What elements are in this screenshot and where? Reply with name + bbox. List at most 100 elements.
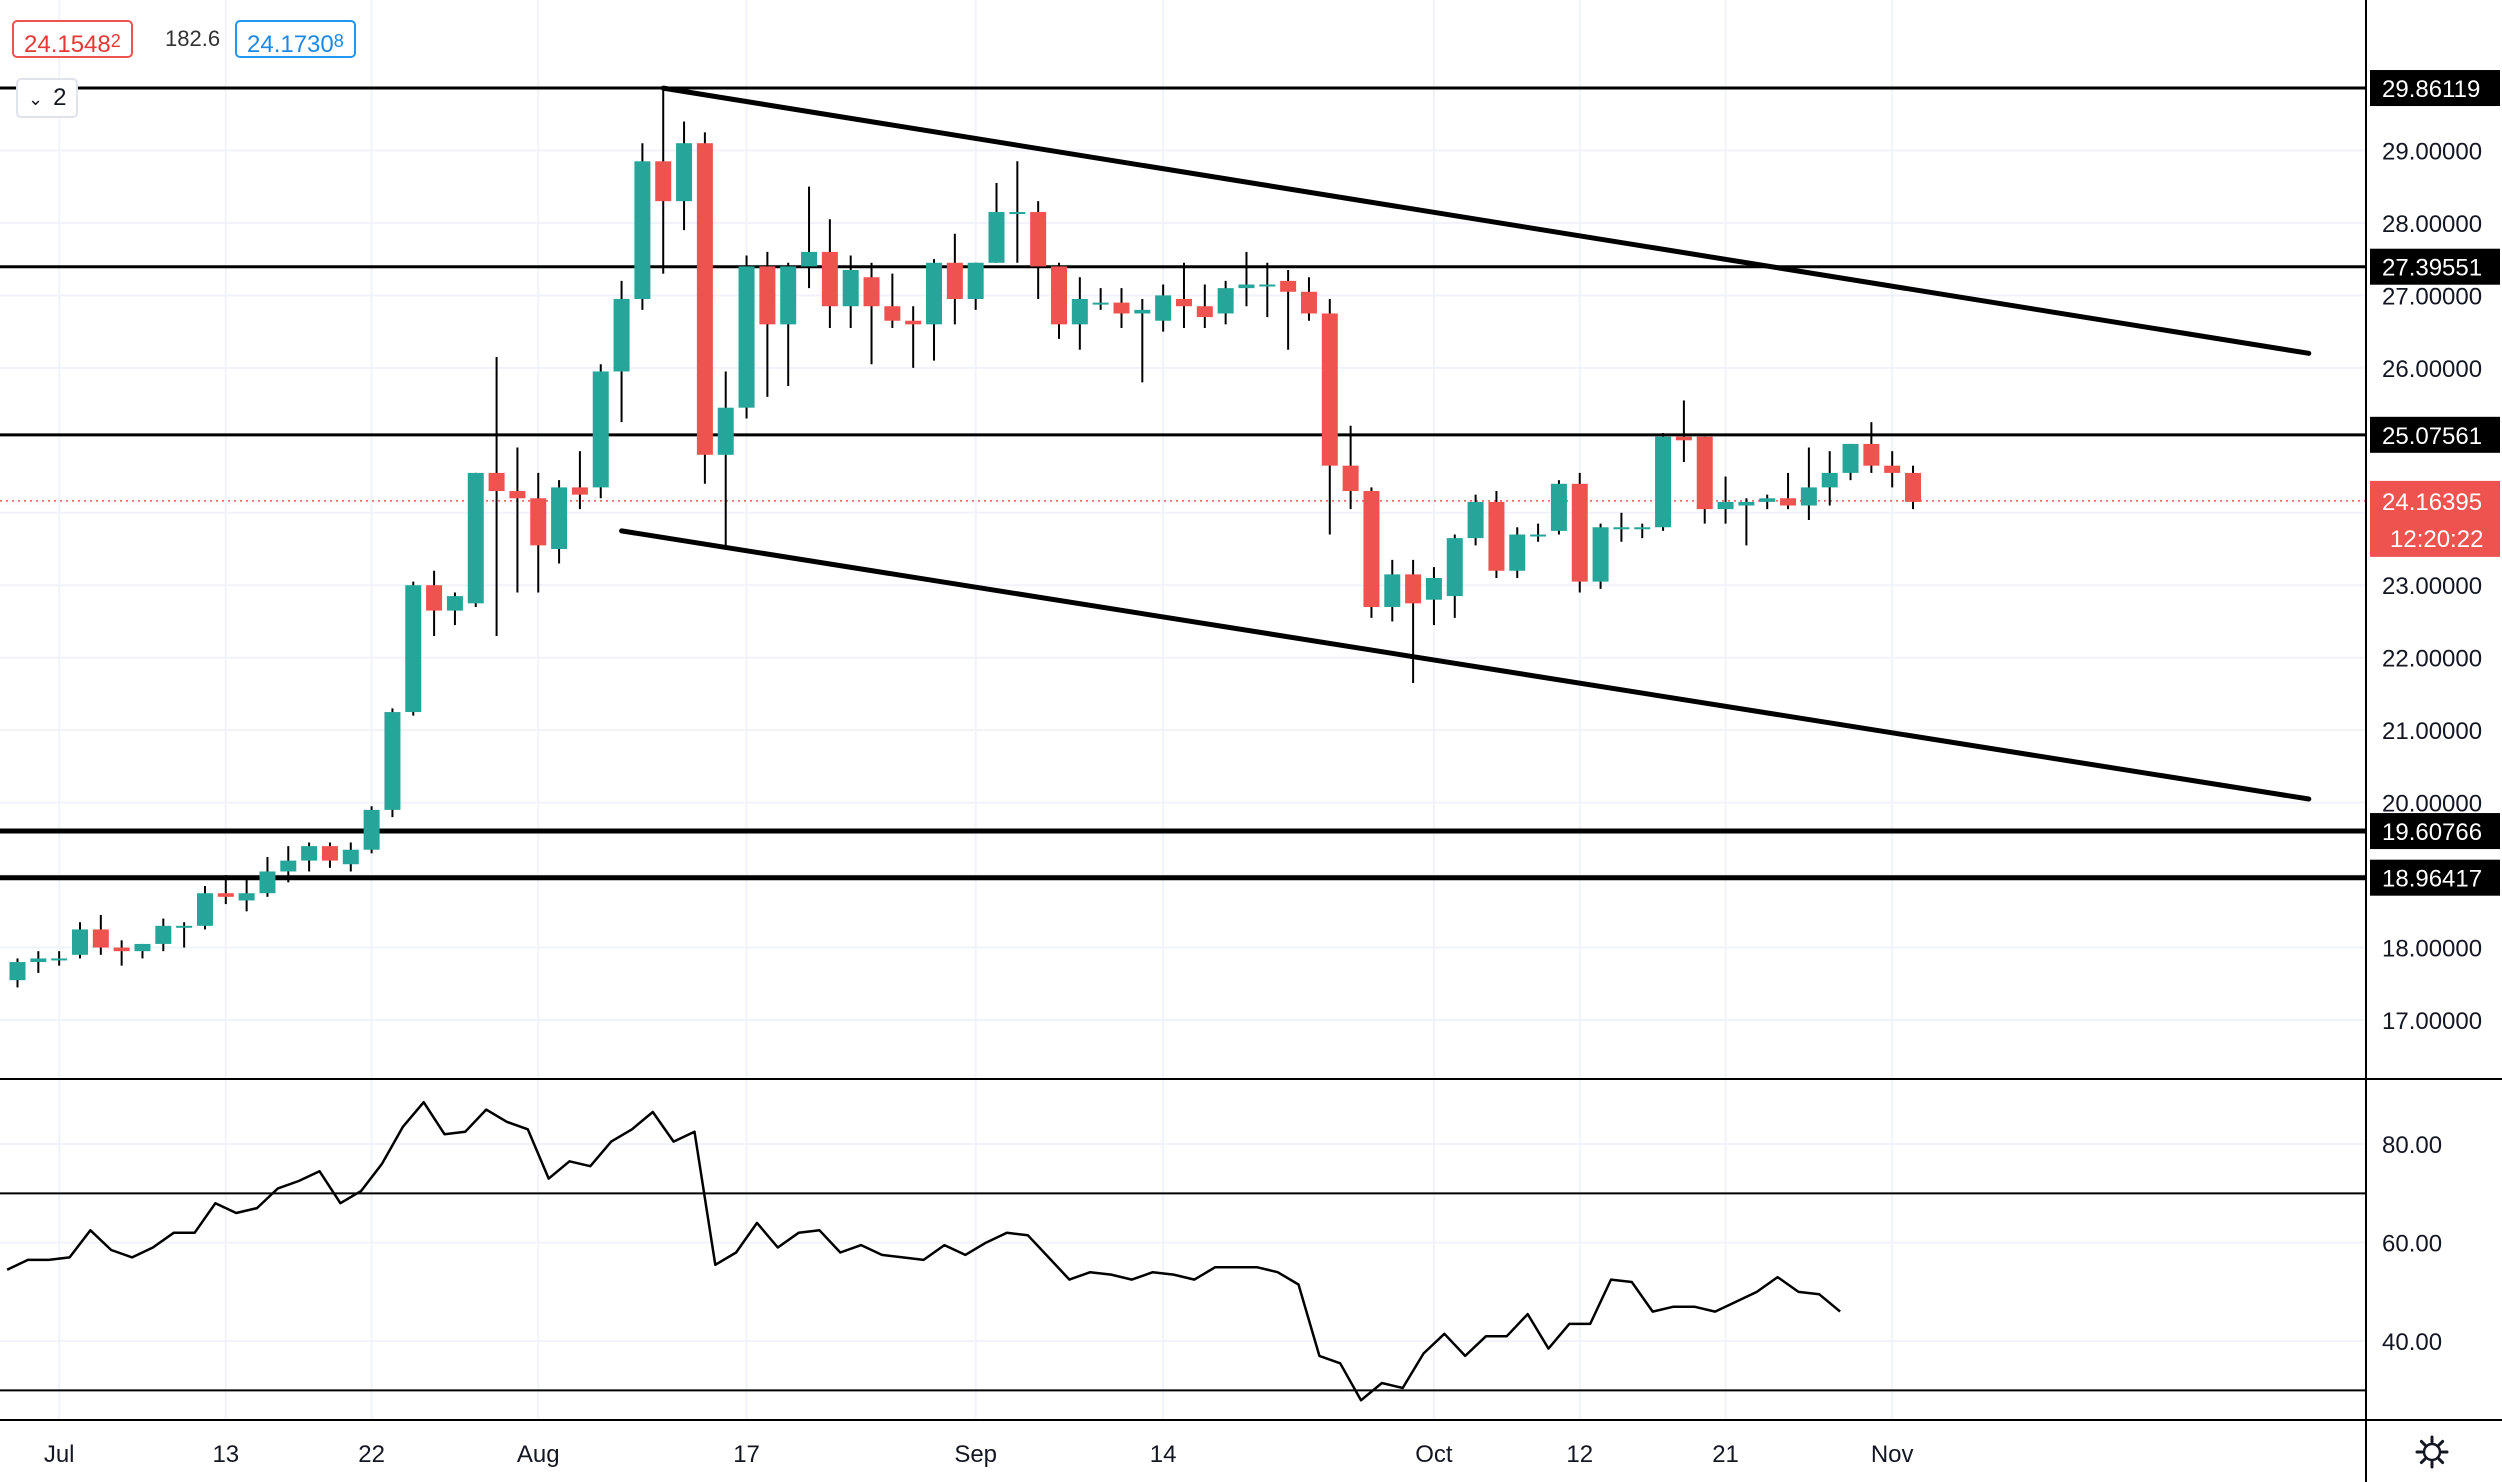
candle-body [134, 943, 151, 952]
candle-body [155, 925, 172, 944]
candle-body [801, 251, 818, 267]
time-tick-label: Jul [44, 1441, 75, 1468]
candle-body [1134, 309, 1151, 314]
ask-price-box[interactable]: 24.17308 [235, 20, 356, 58]
candle [426, 570, 443, 636]
candle [1175, 262, 1192, 328]
candle-body [1863, 443, 1880, 466]
candle [1363, 487, 1380, 618]
candle-body [1800, 487, 1817, 506]
candle [1280, 270, 1297, 350]
candle [155, 918, 172, 952]
price-tick-label: 26.00000 [2382, 356, 2482, 383]
candle [217, 875, 234, 905]
candle [530, 472, 547, 593]
candle-body [988, 212, 1005, 263]
candle-body [926, 262, 943, 325]
candle-body [1113, 302, 1130, 314]
level-price-badge-bg [2370, 248, 2500, 285]
trendlines[interactable] [619, 85, 2312, 802]
candle [196, 885, 213, 930]
level-price-badge: 27.39551 [2370, 248, 2500, 285]
candle [384, 708, 401, 818]
candle [1905, 465, 1922, 510]
candle-body [1905, 472, 1922, 502]
candle [488, 356, 505, 636]
level-price-label: 27.39551 [2382, 255, 2482, 282]
candle [1259, 262, 1276, 318]
level-price-label: 19.60766 [2382, 819, 2482, 846]
candle-body [759, 266, 776, 325]
candle-body [863, 277, 880, 307]
current-price-badge-bg [2370, 480, 2500, 557]
candle-body [738, 266, 755, 408]
candle-body [1405, 574, 1422, 604]
candle-body [342, 849, 359, 865]
candle [1800, 447, 1817, 521]
candle [1634, 523, 1651, 539]
candle [301, 842, 318, 872]
candle-body [384, 712, 401, 810]
candle [1300, 277, 1317, 321]
price-axis[interactable]: 29.00000 28.00000 27.00000 26.00000 23.00000… [2370, 70, 2500, 1356]
candle [696, 132, 713, 484]
candle-body [1321, 313, 1338, 466]
candle [51, 951, 68, 966]
bid-price-box[interactable]: 24.15482 [12, 20, 133, 58]
candle-body [1509, 534, 1526, 571]
level-price-badge: 29.86119 [2370, 70, 2500, 107]
candle-body [1300, 291, 1317, 314]
countdown-label: 12:20:22 [2390, 526, 2483, 553]
interval-button[interactable]: ⌄ 2 [16, 78, 79, 118]
candle [655, 88, 672, 274]
candle-body [1384, 574, 1401, 607]
candle [946, 233, 963, 325]
gear-icon[interactable] [2412, 1432, 2452, 1472]
oscillator-tick-label: 60.00 [2382, 1231, 2442, 1258]
price-tick-label: 28.00000 [2382, 211, 2482, 238]
price-tick-label: 17.00000 [2382, 1008, 2482, 1035]
candle [780, 262, 797, 386]
horizontal-levels[interactable] [0, 86, 2366, 881]
candle-body [176, 925, 193, 928]
candle-body [92, 929, 109, 948]
candle [1238, 251, 1255, 307]
candle [1071, 277, 1088, 350]
level-price-badge: 19.60766 [2370, 813, 2500, 850]
candle [1675, 400, 1692, 463]
candle-body [509, 491, 526, 499]
candle-body [1571, 483, 1588, 582]
candle [842, 255, 859, 328]
candle [92, 914, 109, 955]
level-price-badge-bg [2370, 416, 2500, 453]
candle-body [467, 472, 484, 604]
grid [0, 0, 2366, 1420]
candle-body [634, 161, 651, 299]
candle [738, 255, 755, 419]
candle [1425, 567, 1442, 626]
candle [1051, 262, 1067, 339]
time-tick-label: 21 [1712, 1441, 1739, 1468]
candle [1780, 472, 1797, 510]
candle-body [1842, 443, 1859, 473]
candle-body [592, 371, 609, 488]
candle [1342, 425, 1359, 510]
level-price-badge: 18.96417 [2370, 859, 2500, 896]
candle-body [488, 472, 505, 492]
candle-body [1342, 465, 1359, 492]
time-tick-label: 22 [358, 1441, 385, 1468]
candle-body [1550, 483, 1567, 531]
candle-body [696, 143, 713, 455]
candle [801, 186, 818, 289]
candle-body [1155, 295, 1172, 321]
time-axis[interactable]: Jul 13 22 Aug 17 Sep 14 Oct 12 21 Nov [44, 1441, 1914, 1468]
candle-body [238, 893, 255, 901]
candle [988, 183, 1005, 263]
price-tick-label: 18.00000 [2382, 936, 2482, 963]
candle [884, 273, 901, 328]
candle-body [1738, 501, 1755, 506]
candle [1217, 280, 1234, 325]
time-tick-label: 13 [212, 1441, 239, 1468]
time-tick-label: Nov [1871, 1441, 1914, 1468]
